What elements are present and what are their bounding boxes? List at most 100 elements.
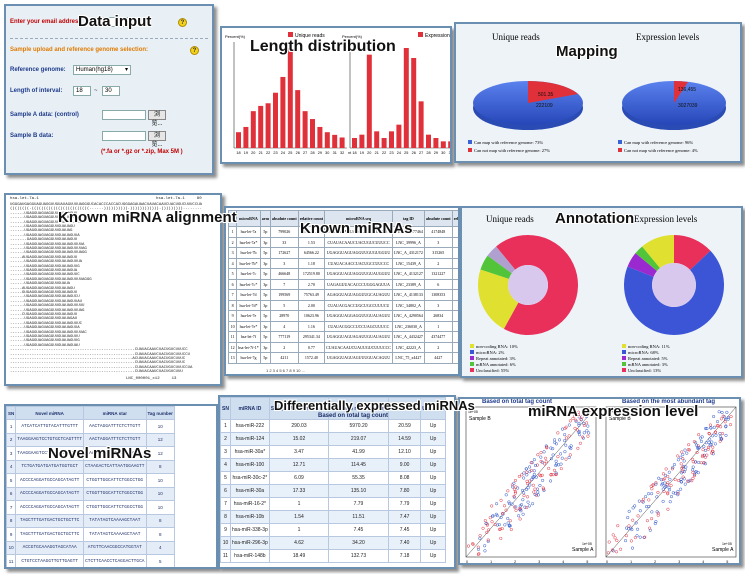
table-cell: Up [420, 523, 446, 537]
alignment-header-right: hsa-let-7a-1 80 [156, 197, 202, 201]
scatter-point [585, 429, 589, 433]
scatter-point [719, 417, 723, 421]
alignment-line: UGGGAUGAGGUAGUAGGUUGUAUAGUUUUAGGGUCACACC… [10, 203, 203, 207]
x-tick-label: 1 [490, 560, 492, 564]
table-cell: 3.47 [268, 445, 330, 459]
scatter-point [495, 502, 499, 506]
table-cell: 4.62 [268, 536, 330, 550]
x-tick-label: 0 [606, 560, 608, 564]
known-pagination[interactable]: 1 2 3 4 5 6 7 8 9 10 ... [266, 368, 305, 373]
scatter-point [522, 471, 526, 475]
scatter-point [574, 418, 578, 422]
table-cell: 172627 [269, 247, 299, 259]
table-cell: 1.16 [297, 320, 326, 332]
scatter-point [545, 446, 549, 450]
table-cell: 5 [145, 554, 175, 567]
table-cell: AGAGGUAGUAGGUUGCAUAGUU [324, 289, 393, 301]
table-cell: 6 [423, 278, 453, 290]
interval-to-select[interactable]: 30 [102, 86, 120, 96]
length-bar [265, 103, 271, 148]
scatter-point [490, 514, 495, 518]
scatter-point [666, 507, 670, 511]
scatter-point [720, 432, 725, 436]
table-cell: CTGTCCTAAGGTTGTTGAGTT [16, 568, 84, 569]
scatter-point [633, 536, 637, 540]
alignment-line: ------UGAGGUAGUAGGUUGUAUAGUUUAG [10, 308, 85, 313]
scatter-point [549, 479, 553, 483]
scatter-point [520, 473, 524, 477]
mapping-expression-red-slice [674, 81, 688, 103]
table-cell: 11 [6, 554, 17, 567]
scatter-point [651, 483, 655, 487]
scatter-point [656, 490, 660, 494]
annotation-unique-legend-item: Unclassified: 55% [476, 368, 509, 373]
table-cell: 8 [145, 459, 175, 474]
table-cell: 2 [227, 236, 238, 248]
scatter-point [710, 449, 714, 453]
sample-a-browse-button[interactable]: 浏览... [148, 110, 166, 127]
scatter-point [726, 416, 730, 420]
table-cell: 315265 [423, 247, 453, 259]
length-bar [310, 119, 315, 148]
scatter-point [706, 445, 710, 449]
table-cell: ACCCCAGGATGCCAGCATAGTT [15, 486, 85, 501]
table-cell: 5p [259, 247, 271, 259]
scatter-point [543, 462, 547, 466]
alignment-line: ------UGAGGUAGUAGGUUGUAUAG [10, 229, 73, 234]
table-cell: 10 [145, 500, 175, 515]
scatter-point [556, 455, 560, 459]
scatter-point [544, 456, 548, 460]
y-axis-label: Sample B [469, 416, 491, 422]
table-row: 11 CTGTCCTAAGGTTGTTGAGTT CTCTTCAACCTCAGGAC… [6, 554, 175, 567]
column-header: SN [220, 397, 231, 420]
table-cell: 75763.49 [297, 289, 326, 301]
table-cell: 3p [259, 341, 271, 353]
genome-select[interactable]: Human(hg18) ▾ [73, 65, 131, 75]
table-cell: CUAUACGGCCUCCUAGCUUUCC [324, 320, 393, 332]
x-tick-label: 20 [367, 151, 371, 155]
mapping-expression-blue-value: 3027039 [678, 103, 698, 109]
table-cell: 3p [259, 299, 271, 311]
legend-swatch [622, 350, 626, 354]
upload-help-icon[interactable]: ? [190, 46, 199, 55]
table-cell: CTGGTTGGCATTCTGGCCTGG [83, 486, 147, 501]
column-header: microRNA [236, 210, 261, 227]
known-mirnas-panel: SN microRNA arm absolute count relative coun… [224, 206, 460, 376]
table-cell: 3 [269, 257, 299, 269]
scatter-point [619, 547, 623, 551]
column-header: relative count [297, 210, 326, 227]
email-help-icon[interactable]: ? [178, 18, 187, 27]
scatter-point [726, 417, 730, 421]
legend-swatch [470, 344, 474, 348]
sample-a-file-input[interactable] [102, 110, 146, 120]
x-unit-label: nt [348, 151, 352, 155]
scatter-point [504, 508, 508, 512]
annotation-title: Annotation [555, 210, 635, 227]
annotation-expression-legend-item: mRNA annotated: 3% [628, 362, 668, 367]
email-input[interactable] [94, 17, 130, 27]
scatter-point [681, 453, 685, 457]
scatter-point [715, 420, 720, 424]
interval-from-select[interactable]: 18 [73, 86, 91, 96]
scatter-point [544, 460, 548, 464]
scatter-point [703, 448, 708, 452]
scatter-point [564, 457, 568, 461]
donut-slice [624, 250, 724, 335]
table-cell: 13 [227, 352, 238, 364]
scatter-point [528, 465, 532, 469]
known-table-body: 1 hsa-let-7a 5p 799026 297157.77 UGAGGUAGUAGG… [227, 226, 458, 364]
table-cell: 20.59 [387, 419, 422, 433]
scatter-point [698, 436, 702, 440]
column-header: miRNA star [83, 406, 147, 420]
scatter-point [672, 463, 676, 467]
alignment-line: ------UGAGGUAGUAGGUUGUAUAGUUUC [10, 321, 83, 326]
table-cell: 172519.80 [297, 268, 326, 280]
sample-b-file-input[interactable] [102, 131, 146, 141]
scatter-point [663, 481, 667, 485]
table-cell: hsa-let-7e* [236, 320, 261, 332]
sample-b-browse-button[interactable]: 浏览... [148, 131, 166, 148]
scatter-point [611, 533, 615, 537]
scatter-point [519, 509, 523, 513]
table-cell: 0.77 [451, 257, 458, 269]
x-tick-label: 5 [726, 560, 728, 564]
